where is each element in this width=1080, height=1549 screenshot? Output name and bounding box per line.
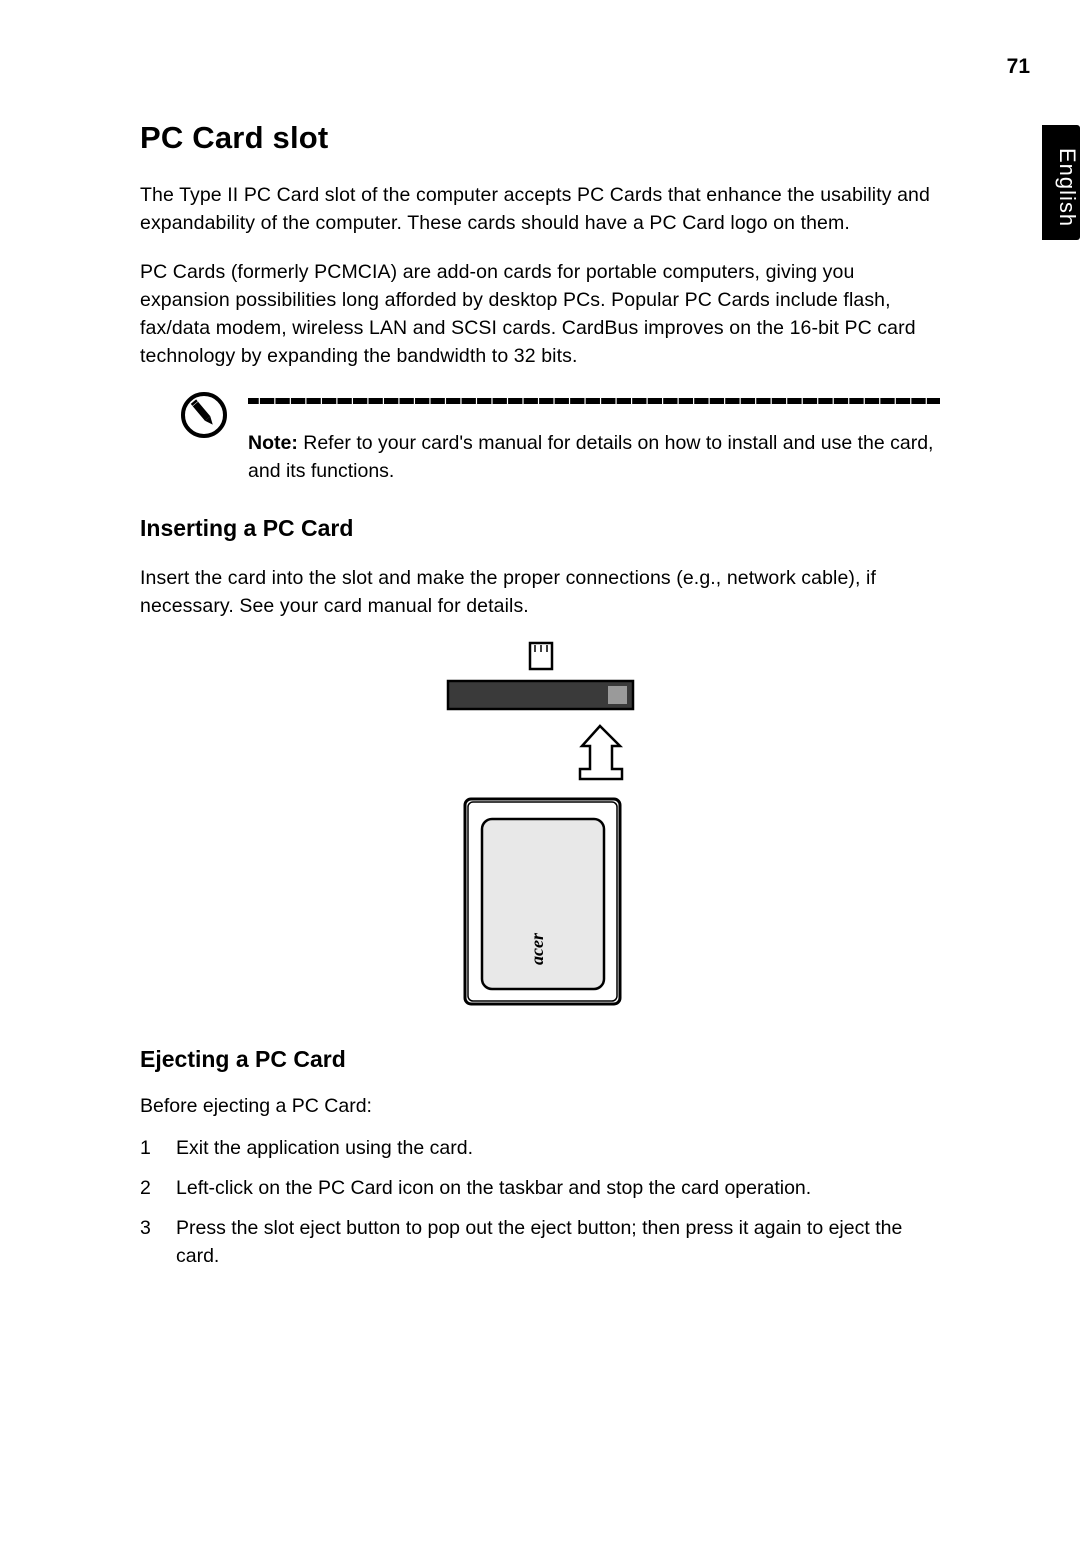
- section-title: PC Card slot: [140, 120, 940, 156]
- intro-paragraph-1: The Type II PC Card slot of the computer…: [140, 181, 940, 238]
- note-body: Refer to your card's manual for details …: [248, 432, 933, 482]
- note-label: Note:: [248, 432, 298, 454]
- note-pencil-icon: [180, 391, 228, 444]
- card-brand-text: acer: [527, 932, 547, 965]
- page-content: 71 PC Card slot The Type II PC Card slot…: [140, 55, 940, 1283]
- list-item: 1 Exit the application using the card.: [140, 1134, 940, 1162]
- inserting-paragraph: Insert the card into the slot and make t…: [140, 564, 940, 621]
- note-text: Note: Refer to your card's manual for de…: [248, 429, 940, 486]
- list-text: Press the slot eject button to pop out t…: [176, 1214, 940, 1271]
- ejecting-list: Before ejecting a PC Card: 1 Exit the ap…: [140, 1095, 940, 1271]
- language-tab: English: [1042, 125, 1080, 240]
- intro-paragraph-2: PC Cards (formerly PCMCIA) are add-on ca…: [140, 258, 940, 371]
- note-block: Note: Refer to your card's manual for de…: [140, 391, 940, 486]
- page-number: 71: [1007, 55, 1030, 79]
- list-number: 1: [140, 1134, 176, 1162]
- list-text: Left-click on the PC Card icon on the ta…: [176, 1174, 940, 1202]
- list-item: 2 Left-click on the PC Card icon on the …: [140, 1174, 940, 1202]
- list-item: 3 Press the slot eject button to pop out…: [140, 1214, 940, 1271]
- ejecting-lead: Before ejecting a PC Card:: [140, 1095, 940, 1118]
- list-text: Exit the application using the card.: [176, 1134, 940, 1162]
- dotted-separator: [248, 391, 940, 411]
- ejecting-heading: Ejecting a PC Card: [140, 1046, 940, 1073]
- inserting-heading: Inserting a PC Card: [140, 515, 940, 542]
- list-number: 3: [140, 1214, 176, 1271]
- list-number: 2: [140, 1174, 176, 1202]
- pc-card-figure: acer: [140, 641, 940, 1011]
